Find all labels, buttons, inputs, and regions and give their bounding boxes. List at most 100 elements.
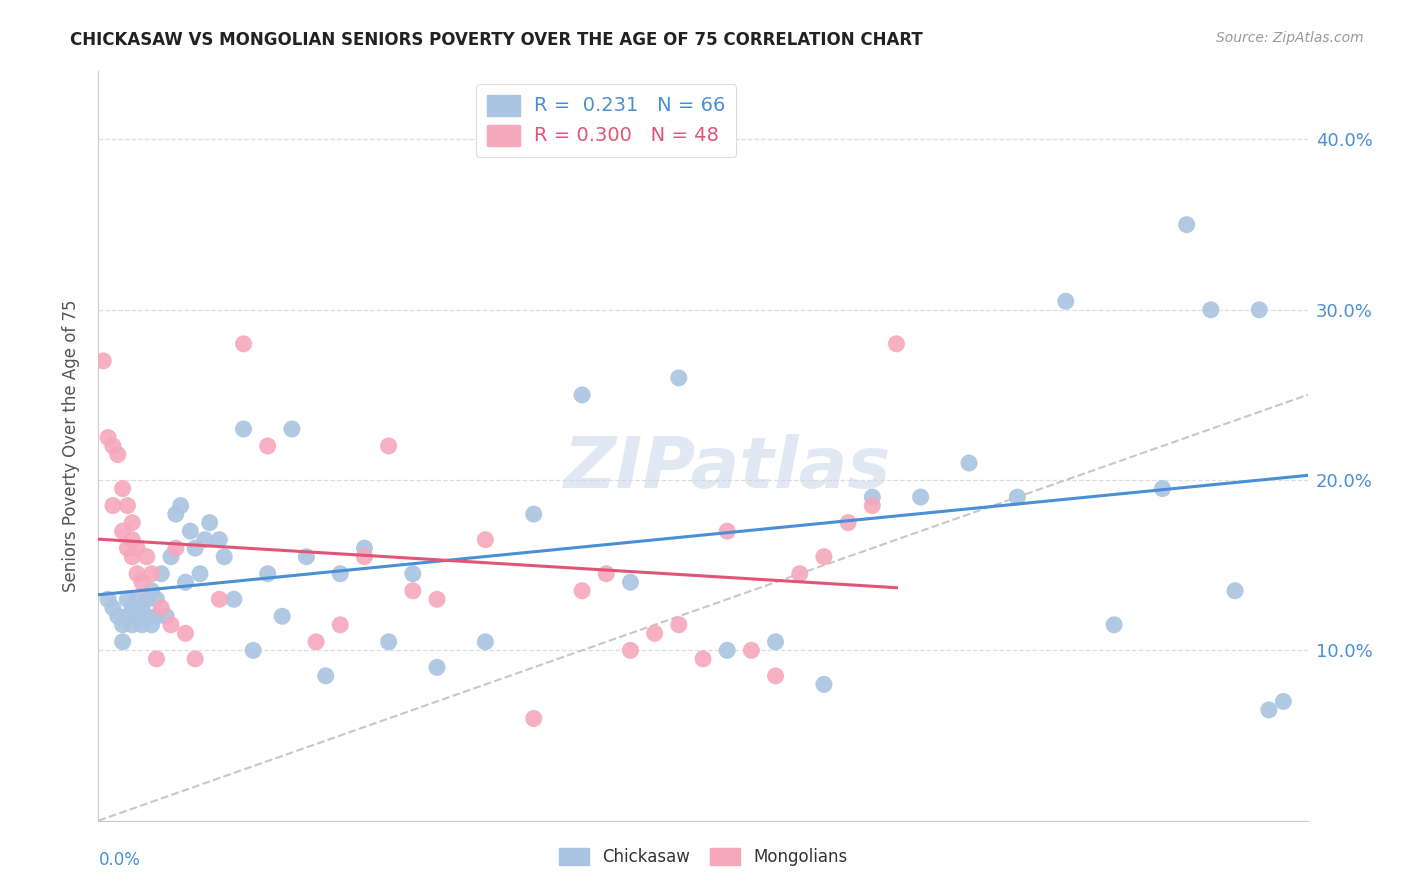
Point — [145, 592, 167, 607]
Point — [595, 566, 617, 581]
Point — [910, 490, 932, 504]
Point — [165, 541, 187, 556]
Point — [121, 617, 143, 632]
Point — [1152, 482, 1174, 496]
Point — [111, 635, 134, 649]
Point — [474, 635, 496, 649]
Point — [117, 499, 139, 513]
Point — [179, 524, 201, 538]
Point — [121, 549, 143, 564]
Point — [208, 592, 231, 607]
Point — [315, 669, 337, 683]
Point — [135, 549, 157, 564]
Point — [402, 583, 425, 598]
Point — [135, 609, 157, 624]
Point — [789, 566, 811, 581]
Point — [101, 499, 124, 513]
Point — [523, 711, 546, 725]
Point — [837, 516, 859, 530]
Point — [271, 609, 294, 624]
Point — [117, 541, 139, 556]
Point — [329, 617, 352, 632]
Point — [184, 652, 207, 666]
Point — [194, 533, 217, 547]
Point — [107, 609, 129, 624]
Point — [1007, 490, 1029, 504]
Point — [145, 609, 167, 624]
Point — [117, 592, 139, 607]
Point — [232, 422, 254, 436]
Point — [91, 354, 114, 368]
Point — [716, 643, 738, 657]
Point — [121, 533, 143, 547]
Point — [165, 507, 187, 521]
Point — [1249, 302, 1271, 317]
Point — [402, 566, 425, 581]
Point — [377, 439, 399, 453]
Point — [668, 617, 690, 632]
Point — [169, 499, 191, 513]
Text: CHICKASAW VS MONGOLIAN SENIORS POVERTY OVER THE AGE OF 75 CORRELATION CHART: CHICKASAW VS MONGOLIAN SENIORS POVERTY O… — [70, 31, 924, 49]
Point — [619, 643, 641, 657]
Point — [141, 566, 163, 581]
Point — [377, 635, 399, 649]
Point — [145, 652, 167, 666]
Point — [740, 643, 762, 657]
Point — [97, 592, 120, 607]
Point — [256, 439, 278, 453]
Point — [101, 439, 124, 453]
Point — [141, 617, 163, 632]
Point — [295, 549, 318, 564]
Point — [813, 549, 835, 564]
Point — [184, 541, 207, 556]
Point — [305, 635, 328, 649]
Point — [127, 541, 149, 556]
Point — [97, 430, 120, 444]
Point — [860, 499, 883, 513]
Point — [353, 541, 375, 556]
Point — [1102, 617, 1125, 632]
Point — [329, 566, 352, 581]
Point — [107, 448, 129, 462]
Point — [232, 336, 254, 351]
Legend: R =  0.231   N = 66, R = 0.300   N = 48: R = 0.231 N = 66, R = 0.300 N = 48 — [477, 84, 737, 156]
Point — [765, 669, 787, 683]
Point — [765, 635, 787, 649]
Point — [426, 660, 449, 674]
Point — [174, 575, 197, 590]
Point — [111, 617, 134, 632]
Point — [150, 566, 173, 581]
Point — [222, 592, 245, 607]
Point — [155, 609, 177, 624]
Point — [957, 456, 980, 470]
Point — [353, 549, 375, 564]
Text: Source: ZipAtlas.com: Source: ZipAtlas.com — [1216, 31, 1364, 45]
Text: ZIPatlas: ZIPatlas — [564, 434, 891, 503]
Point — [131, 617, 153, 632]
Point — [131, 575, 153, 590]
Point — [1054, 294, 1077, 309]
Point — [150, 600, 173, 615]
Point — [571, 388, 593, 402]
Point — [127, 592, 149, 607]
Point — [127, 566, 149, 581]
Point — [1175, 218, 1198, 232]
Point — [242, 643, 264, 657]
Point — [886, 336, 908, 351]
Point — [813, 677, 835, 691]
Point — [135, 592, 157, 607]
Point — [121, 516, 143, 530]
Point — [121, 600, 143, 615]
Point — [111, 524, 134, 538]
Text: 0.0%: 0.0% — [98, 851, 141, 869]
Point — [127, 609, 149, 624]
Point — [198, 516, 221, 530]
Point — [1199, 302, 1222, 317]
Point — [188, 566, 211, 581]
Point — [212, 549, 235, 564]
Point — [256, 566, 278, 581]
Point — [174, 626, 197, 640]
Point — [208, 533, 231, 547]
Point — [1257, 703, 1279, 717]
Point — [668, 371, 690, 385]
